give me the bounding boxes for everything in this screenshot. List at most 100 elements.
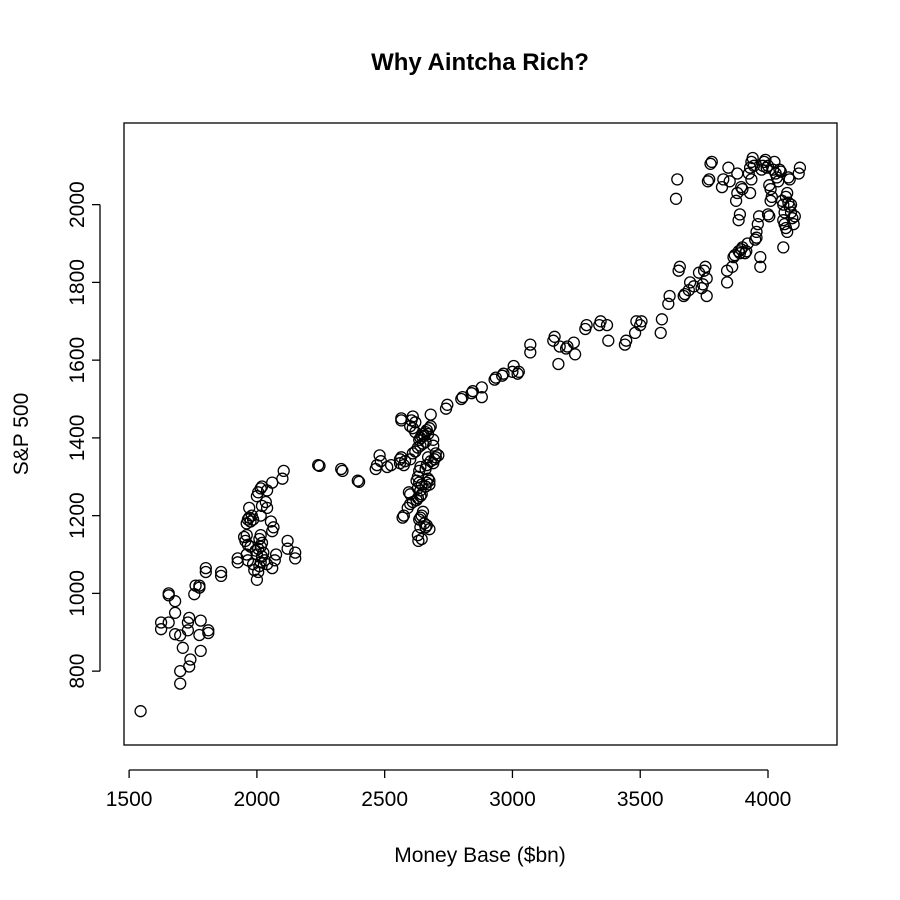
scatter-point [240,528,253,542]
scatter-point [475,381,488,394]
scatter-point [741,237,754,250]
scatter-point [751,217,764,231]
scatter-point [729,194,743,207]
scatter-point [620,334,633,347]
scatter-point [421,451,435,464]
scatter-point [194,644,207,658]
scatter-point [699,260,712,273]
y-axis-label: S&P 500 [10,393,33,476]
scatter-point [267,521,280,534]
scatter-point [181,616,195,629]
scatter-point [406,422,419,435]
scatter-point [553,340,566,353]
scatter-point [654,326,667,340]
scatter-point [266,476,279,489]
scatter-point [669,192,683,205]
scatter-point [168,595,182,608]
scatter-point [784,206,798,219]
scatter-point [250,573,264,586]
scatter-point [703,173,716,186]
scatter-point [765,190,778,204]
y-tick-label: 1600 [66,337,89,384]
scatter-point [441,398,454,411]
y-axis: 800 1000 1200 1400 1600 1800 2000 [66,181,101,689]
scatter-point [259,495,272,509]
scatter-point [594,315,607,328]
scatter-point [752,210,766,223]
scatter-point [559,342,573,355]
scatter-point [736,182,749,196]
scatter-point [761,208,775,221]
scatter-point [254,528,267,542]
scatter-point [404,497,417,511]
scatter-point [774,165,787,178]
scatter-point [335,462,348,476]
scatter-point [488,373,501,386]
scatter-point [746,151,759,165]
y-tick-label: 1400 [66,415,89,462]
scatter-point [723,175,736,188]
scatter-point [475,390,488,404]
x-tick-label: 2000 [234,788,281,811]
scatter-point [406,410,419,423]
data-points [134,151,807,718]
scatter-point [760,161,773,174]
scatter-point [777,241,790,254]
scatter-point [731,167,744,180]
scatter-point [678,287,692,301]
scatter-point [181,624,195,637]
scatter-point [162,589,175,602]
scatter-point [404,488,417,501]
scatter-point [398,455,412,468]
scatter-point [781,186,794,200]
scatter-point [750,231,763,244]
x-tick-label: 3000 [489,788,536,811]
x-tick-label: 2500 [361,788,408,811]
scatter-point [511,367,524,380]
scatter-point [700,272,713,285]
scatter-point [395,412,408,425]
x-tick-label: 1500 [106,788,153,811]
y-tick-label: 1800 [66,259,89,306]
scatter-point [395,451,408,464]
scatter-point [336,464,349,478]
scatter-point [423,422,436,435]
scatter-point [351,474,364,487]
scatter-point [687,280,701,293]
y-tick-label: 1000 [66,570,89,617]
scatter-point [671,173,684,186]
scatter-point [683,276,697,289]
scatter-point [773,163,786,176]
x-tick-label: 4000 [745,788,792,811]
scatter-point [792,167,805,180]
scatter-point [600,318,614,332]
scatter-point [266,561,279,575]
scatter-point [281,534,294,548]
scatter-point [276,472,289,485]
scatter-point [427,439,440,452]
scatter-point [289,546,302,559]
scatter-point [754,250,767,264]
scatter-point [254,482,267,495]
scatter-point [194,614,207,627]
scatter-point [720,276,734,289]
scatter-point [745,173,758,186]
scatter-point [663,289,676,303]
scatter-point [506,365,519,378]
scatter-point [777,198,790,211]
x-tick-label: 3500 [617,788,664,811]
scatter-point [406,495,419,509]
scatter-point [168,606,182,619]
scatter-point [561,340,574,353]
scatter-point [700,289,713,303]
scatter-point [784,198,798,211]
scatter-point [423,474,436,487]
scatter-point [749,233,762,246]
scatter-point [673,260,686,273]
scatter-point [786,212,799,225]
scatter-point [154,623,168,636]
scatter-point [396,511,409,524]
scatter-point [733,208,747,221]
scatter-point [701,175,715,188]
scatter-point [214,569,228,583]
